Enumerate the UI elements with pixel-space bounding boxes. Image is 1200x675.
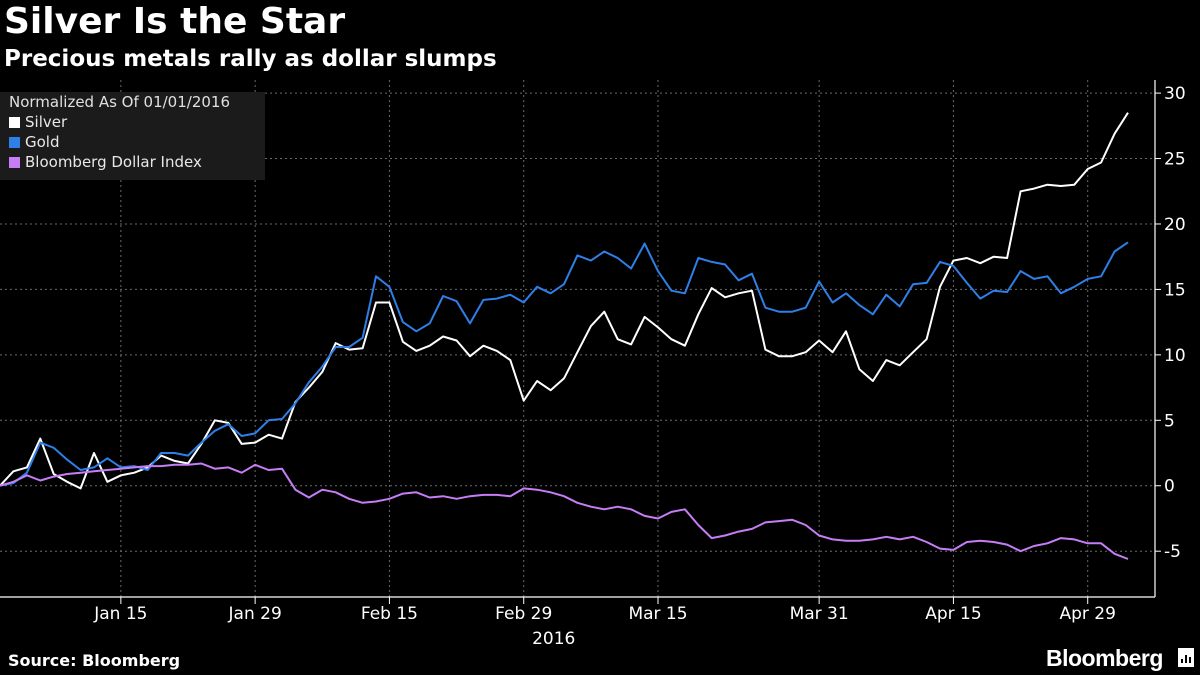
x-tick-label: Feb 29 (495, 604, 552, 624)
y-tick-label: 15 (1164, 280, 1186, 300)
legend-swatch-dollar-index (9, 157, 20, 168)
legend-swatch-gold (9, 137, 20, 148)
x-tick-label: Apr 15 (925, 604, 981, 624)
silver-line (0, 112, 1129, 490)
axes (0, 80, 1161, 604)
dollar-index-line (0, 462, 1129, 560)
chart-subtitle: Precious metals rally as dollar slumps (4, 46, 497, 72)
legend: Normalized As Of 01/01/2016 Silver Gold … (0, 92, 265, 180)
y-tick-label: 20 (1164, 215, 1186, 235)
legend-label-gold: Gold (25, 133, 60, 151)
legend-label-silver: Silver (25, 113, 68, 131)
source-note: Source: Bloomberg (8, 651, 181, 670)
series-lines (0, 112, 1129, 560)
x-year-label: 2016 (532, 629, 575, 649)
legend-swatch-silver (9, 117, 20, 128)
x-tick-label: Jan 29 (228, 604, 282, 624)
y-tick-label: 10 (1164, 346, 1186, 366)
bloomberg-mark-icon (1178, 648, 1194, 667)
legend-item-gold: Gold (9, 133, 60, 151)
x-tick-label: Mar 31 (790, 604, 849, 624)
legend-header: Normalized As Of 01/01/2016 (9, 93, 230, 111)
x-tick-label: Feb 15 (361, 604, 418, 624)
y-tick-label: 30 (1164, 84, 1186, 104)
y-tick-label: 0 (1164, 477, 1175, 497)
x-tick-label: Jan 15 (93, 604, 147, 624)
y-tick-label: 25 (1164, 150, 1186, 170)
chart-title: Silver Is the Star (4, 1, 346, 42)
x-tick-label: Apr 29 (1059, 604, 1115, 624)
x-tick-label: Mar 15 (628, 604, 687, 624)
legend-label-dollar-index: Bloomberg Dollar Index (25, 153, 202, 171)
legend-item-dollar-index: Bloomberg Dollar Index (9, 153, 202, 171)
bloomberg-logo: Bloomberg (1046, 645, 1163, 671)
tick-labels: 30 25 20 15 10 5 0 -5 Jan 15 Jan 29 Feb 15 Feb 29 Ma… (93, 84, 1185, 649)
legend-item-silver: Silver (9, 113, 67, 131)
gold-line (0, 241, 1129, 487)
y-tick-label: -5 (1164, 542, 1181, 562)
y-tick-label: 5 (1164, 411, 1175, 431)
